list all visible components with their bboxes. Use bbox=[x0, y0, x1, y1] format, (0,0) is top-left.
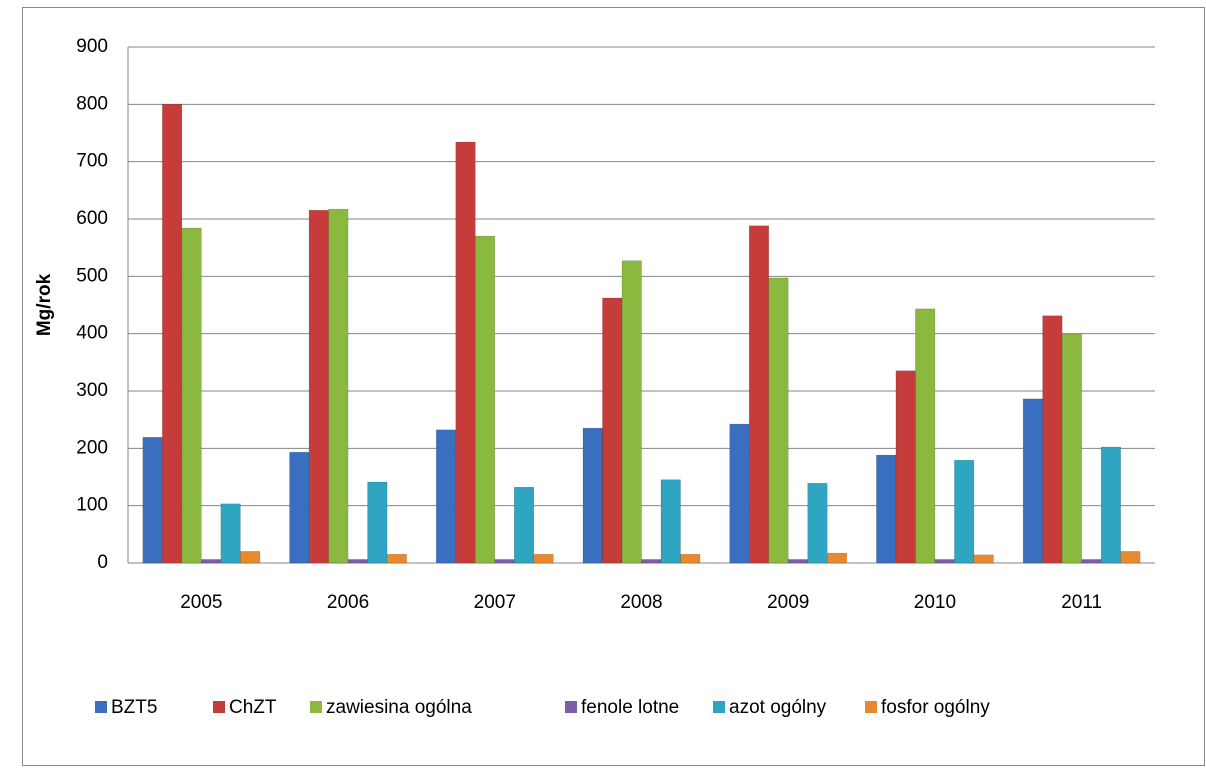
bar bbox=[680, 554, 701, 564]
x-tick-label: 2008 bbox=[620, 592, 662, 613]
bar bbox=[220, 503, 241, 564]
x-tick-label: 2011 bbox=[1061, 592, 1102, 613]
bar bbox=[455, 141, 476, 564]
bar bbox=[142, 437, 163, 564]
y-tick-label: 300 bbox=[76, 380, 108, 401]
bar bbox=[1120, 551, 1141, 564]
bar bbox=[582, 427, 603, 564]
legend-label: ChZT bbox=[229, 697, 277, 718]
bar bbox=[475, 235, 496, 564]
bar bbox=[347, 559, 368, 564]
bar bbox=[1061, 333, 1082, 564]
bar bbox=[602, 297, 623, 564]
bar bbox=[826, 552, 847, 564]
bar bbox=[1081, 559, 1102, 564]
bar bbox=[915, 308, 936, 564]
legend-swatch bbox=[565, 701, 577, 713]
bar bbox=[386, 554, 407, 564]
bar bbox=[1022, 398, 1043, 564]
y-tick-label: 900 bbox=[76, 36, 108, 57]
legend-swatch bbox=[95, 701, 107, 713]
bar bbox=[954, 459, 975, 564]
y-tick-label: 200 bbox=[76, 437, 108, 458]
legend-label: BZT5 bbox=[111, 697, 157, 718]
bar bbox=[181, 227, 202, 564]
legend-swatch bbox=[713, 701, 725, 713]
legend-swatch bbox=[310, 701, 322, 713]
x-tick-label: 2010 bbox=[914, 592, 956, 613]
bar bbox=[240, 551, 261, 564]
bar bbox=[876, 454, 897, 564]
x-tick-label: 2009 bbox=[767, 592, 809, 613]
y-tick-label: 600 bbox=[76, 208, 108, 229]
y-tick-label: 400 bbox=[76, 323, 108, 344]
bar bbox=[934, 559, 955, 564]
x-tick-label: 2006 bbox=[327, 592, 369, 613]
bar bbox=[533, 554, 554, 564]
y-tick-label: 800 bbox=[76, 93, 108, 114]
legend-label: fosfor ogólny bbox=[881, 697, 990, 718]
y-tick-label: 500 bbox=[76, 265, 108, 286]
legend-label: zawiesina ogólna bbox=[326, 697, 472, 718]
legend-swatch bbox=[865, 701, 877, 713]
bar bbox=[308, 210, 329, 564]
bar bbox=[787, 559, 808, 564]
y-tick-label: 100 bbox=[76, 495, 108, 516]
bar bbox=[895, 370, 916, 564]
bar bbox=[621, 260, 642, 564]
bar bbox=[748, 225, 769, 564]
x-tick-label: 2007 bbox=[474, 592, 516, 613]
bar bbox=[973, 554, 994, 564]
bar bbox=[367, 481, 388, 564]
legend-swatch bbox=[213, 701, 225, 713]
bar bbox=[436, 429, 457, 564]
bar bbox=[289, 451, 310, 564]
legend-label: fenole lotne bbox=[581, 697, 679, 718]
bar bbox=[641, 559, 662, 564]
bar bbox=[328, 208, 349, 564]
y-tick-label: 0 bbox=[97, 552, 108, 573]
bar bbox=[494, 559, 515, 564]
bar bbox=[768, 277, 789, 564]
y-tick-label: 700 bbox=[76, 151, 108, 172]
bar bbox=[162, 103, 183, 564]
bar bbox=[514, 486, 535, 564]
bar bbox=[729, 423, 750, 564]
y-axis-label: Mg/rok bbox=[34, 273, 55, 336]
bar bbox=[660, 479, 681, 564]
bar bbox=[1042, 315, 1063, 564]
legend-label: azot ogólny bbox=[729, 697, 827, 718]
bar bbox=[1100, 446, 1121, 564]
x-tick-label: 2005 bbox=[180, 592, 222, 613]
bar bbox=[201, 559, 222, 564]
bar bbox=[807, 482, 828, 564]
